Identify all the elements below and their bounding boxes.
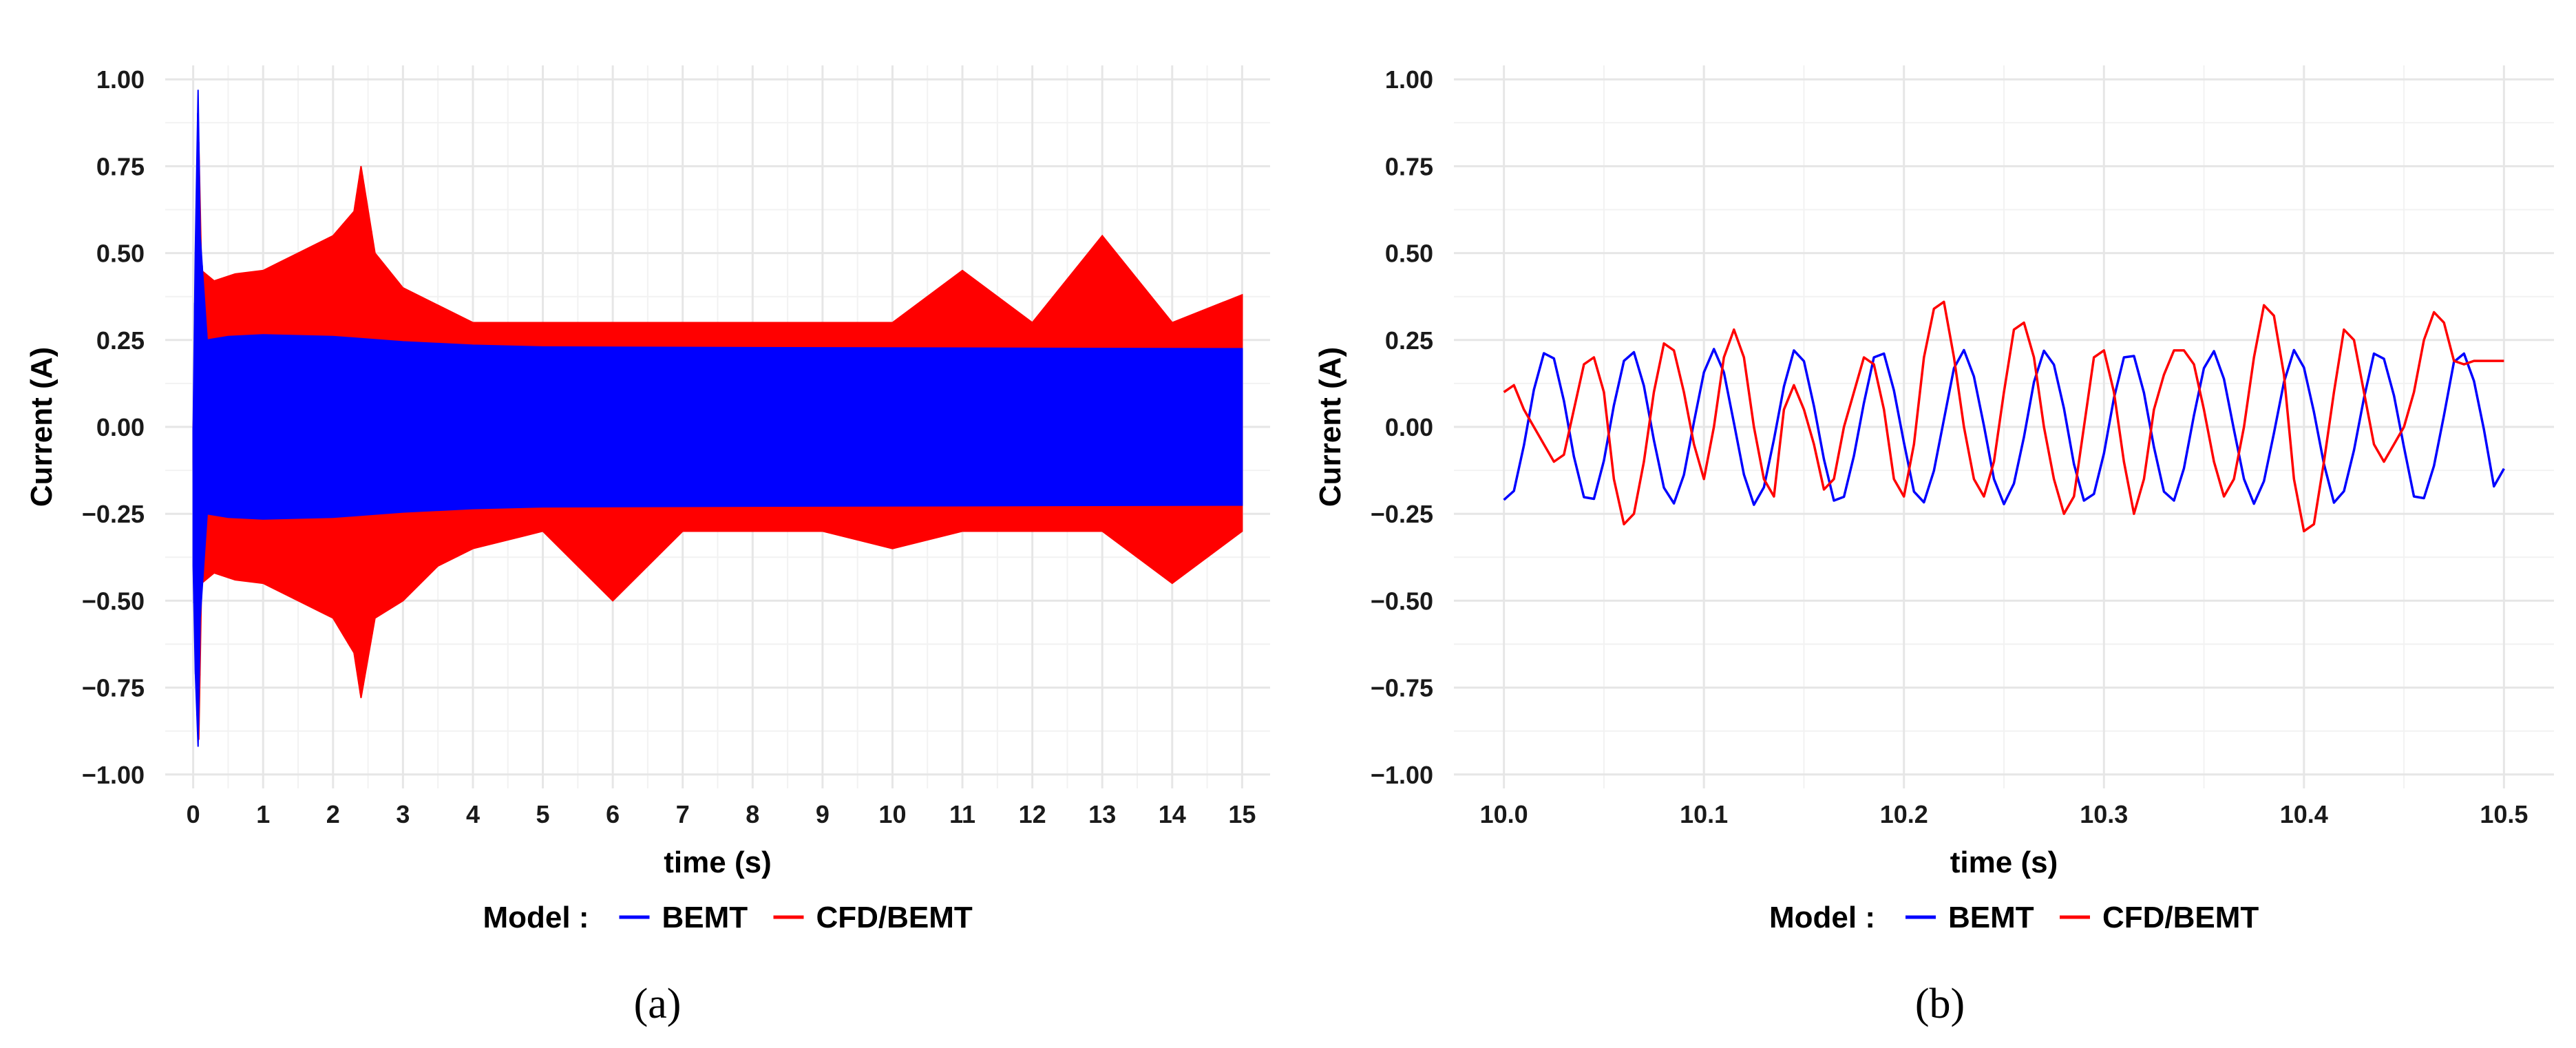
y-tick-label: 1.00 xyxy=(96,65,145,94)
x-tick-label: 0 xyxy=(187,800,200,828)
x-tick-label: 10.0 xyxy=(1480,800,1528,828)
legend-title: Model : xyxy=(1769,901,1875,934)
y-tick-label: 0.75 xyxy=(1385,152,1433,180)
y-tick-label: 0.25 xyxy=(96,326,145,355)
x-tick-label: 10.4 xyxy=(2280,800,2328,828)
x-tick-label: 10.1 xyxy=(1680,800,1728,828)
x-tick-label: 2 xyxy=(326,800,340,828)
grid xyxy=(1454,65,2554,788)
x-tick-label: 10.3 xyxy=(2080,800,2128,828)
x-tick-label: 6 xyxy=(606,800,620,828)
y-tick-label: 1.00 xyxy=(1385,65,1433,94)
y-tick-label: −0.75 xyxy=(1371,674,1433,702)
series-bemt xyxy=(192,90,1243,747)
x-tick-label: 10.2 xyxy=(1880,800,1928,828)
x-axis-title: time (s) xyxy=(664,846,771,879)
chart-panel-a: −1.00 −0.75 −0.50 −0.25 0.00 0.25 0.50 0.75 1.00… xyxy=(25,65,1270,1027)
y-tick-label: −0.25 xyxy=(82,500,145,528)
x-tick-label: 9 xyxy=(816,800,830,828)
series-bemt-trace xyxy=(192,113,1243,726)
legend-label: BEMT xyxy=(1948,901,2034,934)
y-tick-label: −1.00 xyxy=(82,761,145,789)
x-axis-title: time (s) xyxy=(1950,846,2058,879)
y-tick-label: 0.50 xyxy=(1385,240,1433,268)
chart-panel-b: −1.00 −0.75 −0.50 −0.25 0.00 0.25 0.50 0.75 1.00… xyxy=(1313,65,2554,1027)
x-tick-label: 10.5 xyxy=(2480,800,2528,828)
legend-label: CFD/BEMT xyxy=(2102,901,2259,934)
y-tick-label: 0.75 xyxy=(96,152,145,180)
x-tick-label: 14 xyxy=(1159,800,1186,828)
y-tick-label: −1.00 xyxy=(1371,761,1433,789)
x-tick-label: 15 xyxy=(1228,800,1256,828)
y-tick-label: −0.25 xyxy=(1371,500,1433,528)
x-tick-label: 8 xyxy=(746,800,759,828)
y-tick-label: 0.25 xyxy=(1385,326,1433,355)
y-axis-title: Current (A) xyxy=(25,347,59,507)
y-axis-title: Current (A) xyxy=(1313,347,1347,507)
y-tick-label: 0.50 xyxy=(96,240,145,268)
y-tick-label: −0.75 xyxy=(82,674,145,702)
x-tick-label: 11 xyxy=(949,800,975,828)
y-tick-label: 0.00 xyxy=(1385,413,1433,441)
series-cfd-bemt xyxy=(1503,300,2504,533)
y-tick-label: −0.50 xyxy=(1371,587,1433,615)
x-tick-label: 4 xyxy=(466,800,480,828)
legend: Model : BEMT CFD/BEMT xyxy=(1769,901,2259,934)
x-tick-label: 7 xyxy=(676,800,690,828)
legend-label: CFD/BEMT xyxy=(816,901,973,934)
x-tick-label: 1 xyxy=(256,800,270,828)
x-tick-label: 12 xyxy=(1019,800,1046,828)
x-tick-label: 5 xyxy=(536,800,550,828)
y-tick-label: −0.50 xyxy=(82,587,145,615)
legend-label: BEMT xyxy=(662,901,748,934)
series-bemt xyxy=(1503,348,2505,506)
legend: Model : BEMT CFD/BEMT xyxy=(483,901,973,934)
x-tick-label: 10 xyxy=(878,800,906,828)
x-tick-label: 13 xyxy=(1088,800,1116,828)
panel-label: (b) xyxy=(1915,981,1965,1027)
y-tick-label: 0.00 xyxy=(96,413,145,441)
legend-title: Model : xyxy=(483,901,589,934)
x-tick-label: 3 xyxy=(396,800,410,828)
panel-label: (a) xyxy=(634,981,682,1027)
